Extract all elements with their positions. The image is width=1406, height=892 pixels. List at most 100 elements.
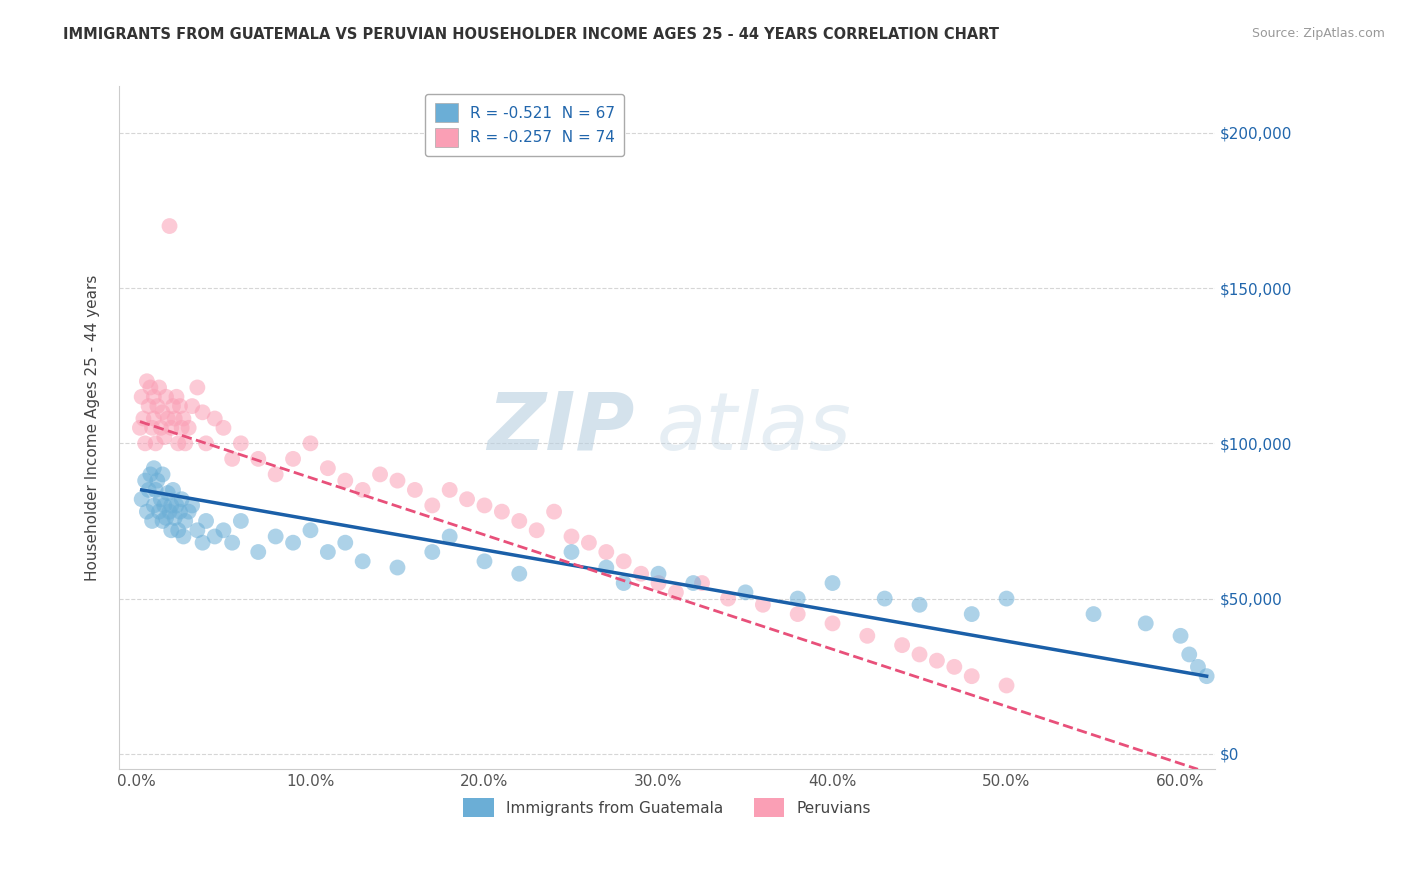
Point: [560, 545, 582, 559]
Point: [908, 648, 931, 662]
Point: [560, 529, 582, 543]
Point: [734, 585, 756, 599]
Point: [717, 591, 740, 606]
Point: [186, 523, 208, 537]
Point: [146, 474, 169, 488]
Point: [155, 511, 177, 525]
Point: [665, 585, 688, 599]
Point: [543, 505, 565, 519]
Point: [145, 436, 167, 450]
Point: [786, 591, 808, 606]
Point: [1170, 629, 1192, 643]
Point: [508, 514, 530, 528]
Point: [163, 511, 186, 525]
Point: [387, 474, 409, 488]
Point: [142, 499, 165, 513]
Point: [995, 591, 1018, 606]
Point: [166, 499, 188, 513]
Point: [960, 669, 983, 683]
Point: [172, 529, 194, 543]
Point: [439, 483, 461, 497]
Point: [786, 607, 808, 621]
Point: [169, 505, 191, 519]
Y-axis label: Householder Income Ages 25 - 44 years: Householder Income Ages 25 - 44 years: [86, 275, 100, 581]
Point: [132, 411, 155, 425]
Point: [139, 380, 162, 394]
Point: [170, 421, 193, 435]
Text: ZIP: ZIP: [486, 389, 634, 467]
Point: [163, 411, 186, 425]
Point: [169, 399, 191, 413]
Point: [212, 523, 235, 537]
Point: [281, 535, 304, 549]
Point: [170, 492, 193, 507]
Point: [153, 430, 176, 444]
Point: [299, 436, 322, 450]
Point: [152, 405, 174, 419]
Point: [352, 554, 374, 568]
Point: [131, 390, 153, 404]
Point: [167, 523, 190, 537]
Text: Source: ZipAtlas.com: Source: ZipAtlas.com: [1251, 27, 1385, 40]
Point: [908, 598, 931, 612]
Point: [195, 436, 218, 450]
Point: [167, 436, 190, 450]
Point: [131, 492, 153, 507]
Point: [135, 505, 157, 519]
Point: [141, 514, 163, 528]
Point: [162, 399, 184, 413]
Point: [153, 499, 176, 513]
Point: [526, 523, 548, 537]
Point: [172, 411, 194, 425]
Point: [1178, 648, 1201, 662]
Point: [148, 380, 170, 394]
Point: [873, 591, 896, 606]
Point: [1083, 607, 1105, 621]
Point: [474, 499, 496, 513]
Point: [186, 380, 208, 394]
Point: [821, 576, 844, 591]
Point: [1135, 616, 1157, 631]
Point: [247, 451, 270, 466]
Point: [943, 660, 966, 674]
Point: [578, 535, 600, 549]
Point: [352, 483, 374, 497]
Point: [316, 461, 339, 475]
Point: [420, 499, 443, 513]
Point: [682, 576, 704, 591]
Point: [221, 535, 243, 549]
Point: [135, 374, 157, 388]
Point: [155, 390, 177, 404]
Point: [856, 629, 879, 643]
Point: [138, 399, 160, 413]
Point: [925, 654, 948, 668]
Point: [174, 436, 197, 450]
Text: IMMIGRANTS FROM GUATEMALA VS PERUVIAN HOUSEHOLDER INCOME AGES 25 - 44 YEARS CORR: IMMIGRANTS FROM GUATEMALA VS PERUVIAN HO…: [63, 27, 1000, 42]
Legend: Immigrants from Guatemala, Peruvians: Immigrants from Guatemala, Peruvians: [457, 792, 877, 823]
Point: [148, 505, 170, 519]
Point: [335, 474, 357, 488]
Text: atlas: atlas: [657, 389, 851, 467]
Point: [960, 607, 983, 621]
Point: [1195, 669, 1218, 683]
Point: [491, 505, 513, 519]
Point: [204, 411, 226, 425]
Point: [647, 576, 669, 591]
Point: [152, 467, 174, 482]
Point: [156, 486, 179, 500]
Point: [134, 474, 156, 488]
Point: [891, 638, 914, 652]
Point: [138, 483, 160, 497]
Point: [264, 467, 287, 482]
Point: [174, 514, 197, 528]
Point: [191, 405, 214, 419]
Point: [212, 421, 235, 435]
Point: [595, 560, 617, 574]
Point: [142, 461, 165, 475]
Point: [149, 421, 172, 435]
Point: [456, 492, 478, 507]
Point: [595, 545, 617, 559]
Point: [145, 483, 167, 497]
Point: [387, 560, 409, 574]
Point: [264, 529, 287, 543]
